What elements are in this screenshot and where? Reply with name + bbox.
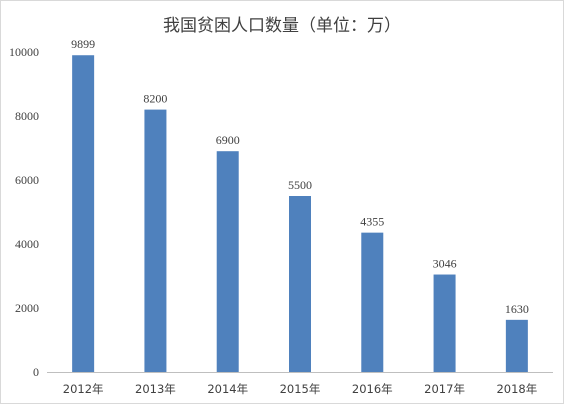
y-tick-label: 4000 (15, 237, 39, 251)
x-category-label: 2016年 (352, 382, 393, 396)
y-tick-label: 10000 (9, 45, 39, 59)
x-category-label: 2015年 (280, 382, 321, 396)
bar (361, 232, 384, 372)
data-label: 4355 (360, 215, 384, 229)
bar (144, 109, 167, 372)
data-label: 3046 (433, 257, 457, 271)
x-category-label: 2018年 (496, 382, 537, 396)
x-category-label: 2017年 (424, 382, 465, 396)
data-label: 8200 (143, 92, 167, 106)
bar (289, 196, 311, 372)
x-axis-categories: 2012年 2013年 2014年 2015年 2016年 2017年 2018年 (63, 382, 537, 396)
y-tick-label: 0 (33, 365, 39, 379)
bar (505, 319, 528, 372)
x-category-label: 2014年 (207, 382, 248, 396)
y-tick-label: 2000 (15, 301, 39, 315)
data-label: 1630 (505, 302, 529, 316)
bar (216, 151, 239, 372)
data-label: 5500 (288, 178, 312, 192)
bar (72, 55, 95, 373)
bars-group (72, 55, 528, 373)
data-label: 6900 (216, 133, 240, 147)
data-label: 9899 (71, 37, 95, 51)
y-tick-label: 8000 (15, 109, 39, 123)
chart-title: 我国贫困人口数量（单位：万） (163, 16, 401, 36)
x-category-label: 2012年 (63, 382, 104, 396)
y-tick-label: 6000 (15, 173, 39, 187)
bar (433, 274, 456, 372)
x-category-label: 2013年 (135, 382, 176, 396)
data-labels-group: 9899 8200 6900 5500 4355 3046 1630 (71, 37, 529, 316)
y-axis-ticks: 0 2000 4000 6000 8000 10000 (9, 45, 39, 379)
